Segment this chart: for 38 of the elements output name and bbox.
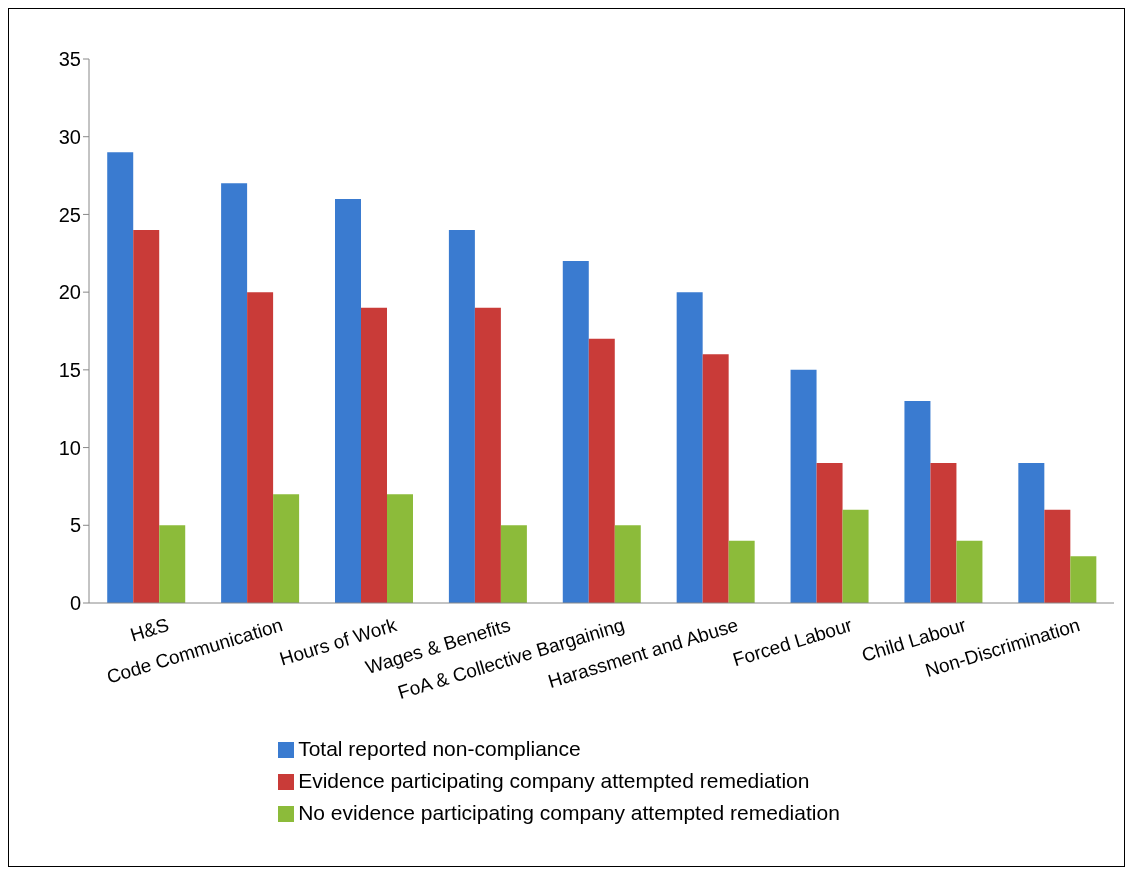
bar [790,369,817,603]
bar [842,509,869,603]
bar [361,307,387,603]
y-tick-label: 35 [58,48,81,71]
y-tick-label: 0 [69,592,81,615]
y-tick-label: 30 [58,125,81,148]
y-tick-label: 5 [69,514,81,537]
bar [816,463,843,603]
bar [107,152,134,603]
bar [387,494,413,603]
bar [500,525,527,603]
legend-label: No evidence participating company attempted remediation [298,801,840,824]
bar [247,292,274,603]
bar [1018,463,1045,603]
bar [159,525,186,603]
y-tick-label: 20 [58,281,81,304]
bar [728,540,755,603]
bar [562,261,589,603]
legend-label: Total reported non-compliance [298,737,581,760]
bar [930,463,957,603]
bar [221,183,248,603]
bar [133,229,160,603]
bar [904,400,931,603]
y-tick-label: 25 [58,203,81,226]
bar [335,198,361,603]
bar [676,292,703,603]
bar [614,525,641,603]
y-tick-label: 10 [58,436,81,459]
bar [702,354,729,603]
bar [588,338,615,603]
bar [956,540,983,603]
bar [1070,556,1097,603]
bar [448,229,475,603]
legend-label: Evidence participating company attempted remediation [298,769,810,792]
bar [273,494,300,603]
bar [1044,509,1071,603]
bar [474,307,501,603]
y-tick-label: 15 [58,358,81,381]
